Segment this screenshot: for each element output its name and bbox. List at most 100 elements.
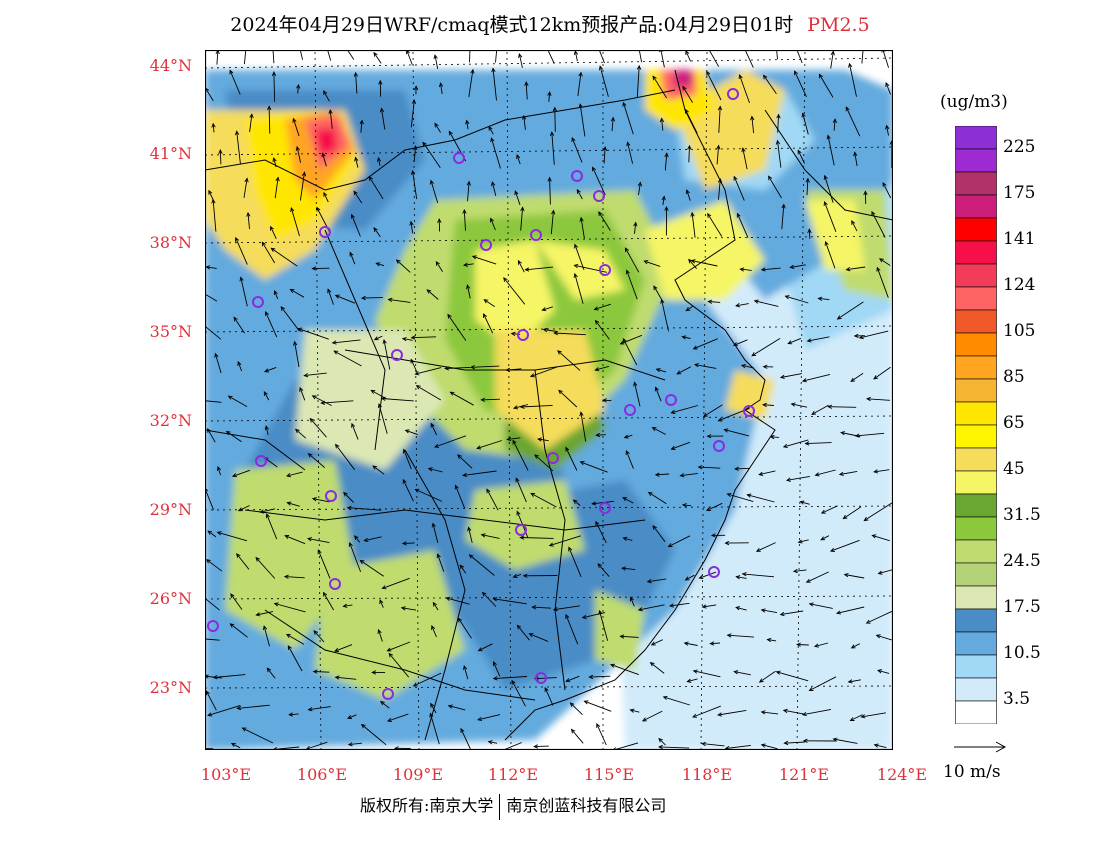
wind-vector xyxy=(630,597,635,607)
wind-arrowhead xyxy=(520,206,525,212)
wind-vector xyxy=(861,712,886,718)
wind-arrowhead xyxy=(323,90,328,96)
wind-arrowhead xyxy=(216,531,222,536)
wind-arrowhead xyxy=(205,690,210,696)
wind-vector xyxy=(530,493,557,508)
wind-vector xyxy=(240,277,248,307)
wind-arrowhead xyxy=(275,176,280,182)
wind-arrowhead xyxy=(266,667,272,673)
wind-vector xyxy=(570,702,583,716)
wind-vector xyxy=(466,285,471,299)
wind-arrowhead xyxy=(823,201,828,207)
wind-vector xyxy=(836,606,865,614)
color-bar xyxy=(955,126,997,724)
wind-arrowhead xyxy=(851,219,856,225)
wind-vector xyxy=(620,635,639,638)
wind-arrowhead xyxy=(593,306,599,311)
wind-vector xyxy=(434,435,467,448)
wind-vector xyxy=(207,530,217,538)
color-bar-bin xyxy=(955,700,997,724)
wind-arrowhead xyxy=(622,497,628,502)
wind-arrowhead xyxy=(311,395,317,400)
wind-vector xyxy=(351,214,361,237)
color-bar-bin xyxy=(955,608,997,633)
title-product: 2024年04月29日WRF/cmaq模式12km预报产品:04月29日01时 xyxy=(230,14,794,36)
wind-arrowhead xyxy=(272,157,277,163)
wind-vector xyxy=(598,211,611,231)
wind-arrowhead xyxy=(595,432,601,438)
wind-arrowhead xyxy=(476,445,482,450)
wind-arrowhead xyxy=(769,434,775,440)
wind-vector xyxy=(557,350,581,371)
wind-vector xyxy=(671,405,699,414)
wind-arrowhead xyxy=(320,400,326,406)
wind-vector xyxy=(668,535,691,548)
wind-vector xyxy=(761,711,779,715)
wind-vector xyxy=(849,63,857,97)
wind-vector xyxy=(322,153,327,167)
wind-vector xyxy=(727,634,754,638)
wind-arrowhead xyxy=(380,396,386,401)
wind-arrowhead xyxy=(297,327,303,332)
wind-vector xyxy=(235,237,248,265)
wind-vector xyxy=(490,218,496,231)
wind-arrowhead xyxy=(591,501,597,506)
color-bar-bin xyxy=(955,424,997,449)
wind-vector xyxy=(294,341,300,368)
wind-arrowhead xyxy=(877,570,883,575)
wind-arrowhead xyxy=(552,106,558,112)
wind-vector xyxy=(845,107,861,137)
wind-vector xyxy=(264,366,277,373)
wind-vector xyxy=(440,83,443,94)
wind-arrowhead xyxy=(477,647,483,652)
wind-vector xyxy=(744,50,754,68)
wind-vector xyxy=(830,51,834,69)
wind-vector xyxy=(483,299,495,307)
wind-vector xyxy=(445,366,471,369)
wind-arrowhead xyxy=(619,340,625,345)
wind-arrowhead xyxy=(434,122,439,128)
wind-arrowhead xyxy=(735,303,741,308)
wind-arrowhead xyxy=(823,174,828,180)
wind-vector xyxy=(379,599,384,608)
wind-arrowhead xyxy=(840,431,846,436)
wind-arrowhead xyxy=(505,367,511,372)
wind-arrowhead xyxy=(568,546,573,552)
wind-vector xyxy=(355,157,359,168)
wind-arrowhead xyxy=(633,381,638,387)
wind-vector xyxy=(761,744,778,750)
wind-arrowhead xyxy=(805,177,810,183)
wind-vector xyxy=(807,336,830,342)
wind-arrowhead xyxy=(753,299,759,304)
station-marker xyxy=(743,405,755,417)
wind-vector xyxy=(413,672,442,687)
color-bar-bin xyxy=(955,654,997,679)
wind-arrowhead xyxy=(368,175,373,181)
wind-vector xyxy=(574,273,584,304)
wind-vectors xyxy=(205,50,893,750)
wind-vector xyxy=(818,297,830,301)
wind-arrowhead xyxy=(542,327,548,333)
wind-vector xyxy=(671,441,691,450)
wind-arrowhead xyxy=(572,499,578,504)
wind-vector xyxy=(313,630,325,643)
wind-vector xyxy=(800,501,810,505)
wind-arrowhead xyxy=(814,472,820,477)
wind-vector xyxy=(343,604,353,607)
wind-vector xyxy=(529,633,549,642)
color-bar-bin xyxy=(955,263,997,288)
wind-vector xyxy=(707,213,723,237)
wind-vector xyxy=(565,447,578,471)
wind-arrowhead xyxy=(431,625,436,631)
wind-vector xyxy=(685,574,695,581)
wind-arrowhead xyxy=(779,611,785,617)
wind-vector xyxy=(387,713,409,722)
wind-arrowhead xyxy=(701,604,707,609)
wind-vector xyxy=(426,289,439,300)
wind-vector xyxy=(786,475,810,481)
wind-vector xyxy=(280,306,300,332)
wind-vector xyxy=(568,547,582,577)
wind-arrowhead xyxy=(353,190,358,196)
wind-arrowhead xyxy=(351,422,356,428)
wind-arrowhead xyxy=(534,454,540,459)
